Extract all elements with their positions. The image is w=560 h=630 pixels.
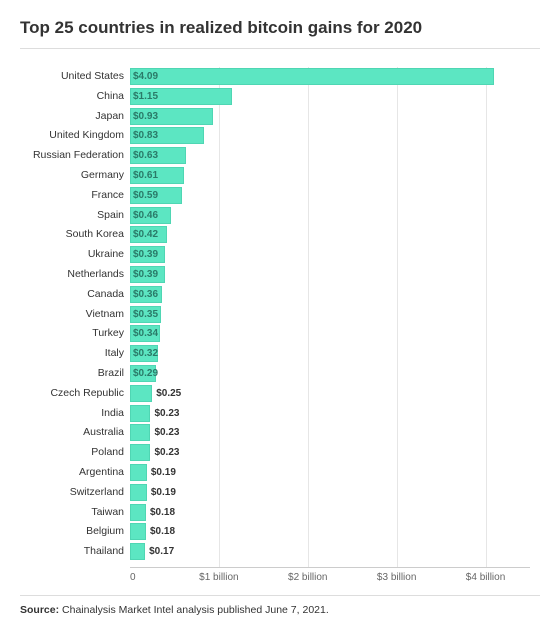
value-label: $0.32 [133, 344, 158, 363]
country-label: China [20, 87, 130, 106]
value-label: $0.93 [133, 107, 158, 126]
x-tick: $4 billion [466, 572, 505, 583]
bar-row: Argentina$0.19 [130, 463, 530, 482]
bar [130, 464, 147, 481]
value-label: $0.23 [154, 423, 179, 442]
bar-row: India$0.23 [130, 404, 530, 423]
value-label: $0.29 [133, 364, 158, 383]
value-label: $1.15 [133, 87, 158, 106]
x-tick: $3 billion [377, 572, 416, 583]
bar-row: Germany$0.61 [130, 166, 530, 185]
country-label: Vietnam [20, 305, 130, 324]
bar-row: United States$4.09 [130, 67, 530, 86]
bar-row: Japan$0.93 [130, 107, 530, 126]
country-label: Japan [20, 107, 130, 126]
country-label: Belgium [20, 522, 130, 541]
bar-row: Canada$0.36 [130, 285, 530, 304]
value-label: $0.61 [133, 166, 158, 185]
value-label: $0.36 [133, 285, 158, 304]
x-axis: 0 $1 billion $2 billion $3 billion $4 billio… [130, 567, 530, 591]
country-label: Australia [20, 423, 130, 442]
value-label: $0.19 [151, 463, 176, 482]
country-label: Ukraine [20, 245, 130, 264]
bar-row: France$0.59 [130, 186, 530, 205]
value-label: $0.63 [133, 146, 158, 165]
value-label: $0.18 [150, 503, 175, 522]
value-label: $0.23 [154, 404, 179, 423]
country-label: France [20, 186, 130, 205]
x-tick: $1 billion [199, 572, 238, 583]
bar-row: Turkey$0.34 [130, 324, 530, 343]
country-label: Spain [20, 206, 130, 225]
country-label: Thailand [20, 542, 130, 561]
country-label: Germany [20, 166, 130, 185]
bar-row: United Kingdom$0.83 [130, 126, 530, 145]
value-label: $0.25 [156, 384, 181, 403]
country-label: Poland [20, 443, 130, 462]
bar [130, 68, 494, 85]
bar-row: Brazil$0.29 [130, 364, 530, 383]
bar [130, 405, 150, 422]
country-label: Turkey [20, 324, 130, 343]
value-label: $0.39 [133, 265, 158, 284]
bar-row: South Korea$0.42 [130, 225, 530, 244]
value-label: $0.46 [133, 206, 158, 225]
bar [130, 504, 146, 521]
source-prefix: Source: [20, 604, 59, 616]
value-label: $0.59 [133, 186, 158, 205]
country-label: India [20, 404, 130, 423]
country-label: United Kingdom [20, 126, 130, 145]
chart-title: Top 25 countries in realized bitcoin gai… [20, 18, 540, 49]
bar-row: Ukraine$0.39 [130, 245, 530, 264]
value-label: $0.17 [149, 542, 174, 561]
chart-area: United States$4.09China$1.15Japan$0.93Un… [130, 67, 530, 567]
country-label: Taiwan [20, 503, 130, 522]
bar [130, 543, 145, 560]
country-label: South Korea [20, 225, 130, 244]
country-label: Czech Republic [20, 384, 130, 403]
value-label: $0.35 [133, 305, 158, 324]
value-label: $4.09 [133, 67, 158, 86]
country-label: Canada [20, 285, 130, 304]
value-label: $0.39 [133, 245, 158, 264]
bar-row: China$1.15 [130, 87, 530, 106]
bar [130, 444, 150, 461]
country-label: Brazil [20, 364, 130, 383]
value-label: $0.19 [151, 483, 176, 502]
bar-row: Taiwan$0.18 [130, 503, 530, 522]
bar-row: Netherlands$0.39 [130, 265, 530, 284]
bar-row: Spain$0.46 [130, 206, 530, 225]
bar-row: Vietnam$0.35 [130, 305, 530, 324]
country-label: Italy [20, 344, 130, 363]
value-label: $0.18 [150, 522, 175, 541]
bar [130, 424, 150, 441]
bar-rows: United States$4.09China$1.15Japan$0.93Un… [130, 67, 530, 561]
bar-row: Russian Federation$0.63 [130, 146, 530, 165]
bar-row: Italy$0.32 [130, 344, 530, 363]
x-tick: $2 billion [288, 572, 327, 583]
bar-row: Switzerland$0.19 [130, 483, 530, 502]
country-label: Argentina [20, 463, 130, 482]
country-label: Netherlands [20, 265, 130, 284]
bar [130, 484, 147, 501]
chart-wrap: United States$4.09China$1.15Japan$0.93Un… [20, 67, 540, 591]
value-label: $0.34 [133, 324, 158, 343]
bar-row: Thailand$0.17 [130, 542, 530, 561]
bar [130, 385, 152, 402]
value-label: $0.23 [154, 443, 179, 462]
country-label: United States [20, 67, 130, 86]
source-text: Chainalysis Market Intel analysis publis… [62, 604, 329, 616]
country-label: Russian Federation [20, 146, 130, 165]
bar-row: Australia$0.23 [130, 423, 530, 442]
value-label: $0.42 [133, 225, 158, 244]
bar-row: Poland$0.23 [130, 443, 530, 462]
chart-source: Source: Chainalysis Market Intel analysi… [20, 595, 540, 616]
x-tick: 0 [130, 572, 136, 583]
bar-row: Belgium$0.18 [130, 522, 530, 541]
bar [130, 523, 146, 540]
bar-row: Czech Republic$0.25 [130, 384, 530, 403]
value-label: $0.83 [133, 126, 158, 145]
country-label: Switzerland [20, 483, 130, 502]
chart-container: Top 25 countries in realized bitcoin gai… [0, 0, 560, 626]
